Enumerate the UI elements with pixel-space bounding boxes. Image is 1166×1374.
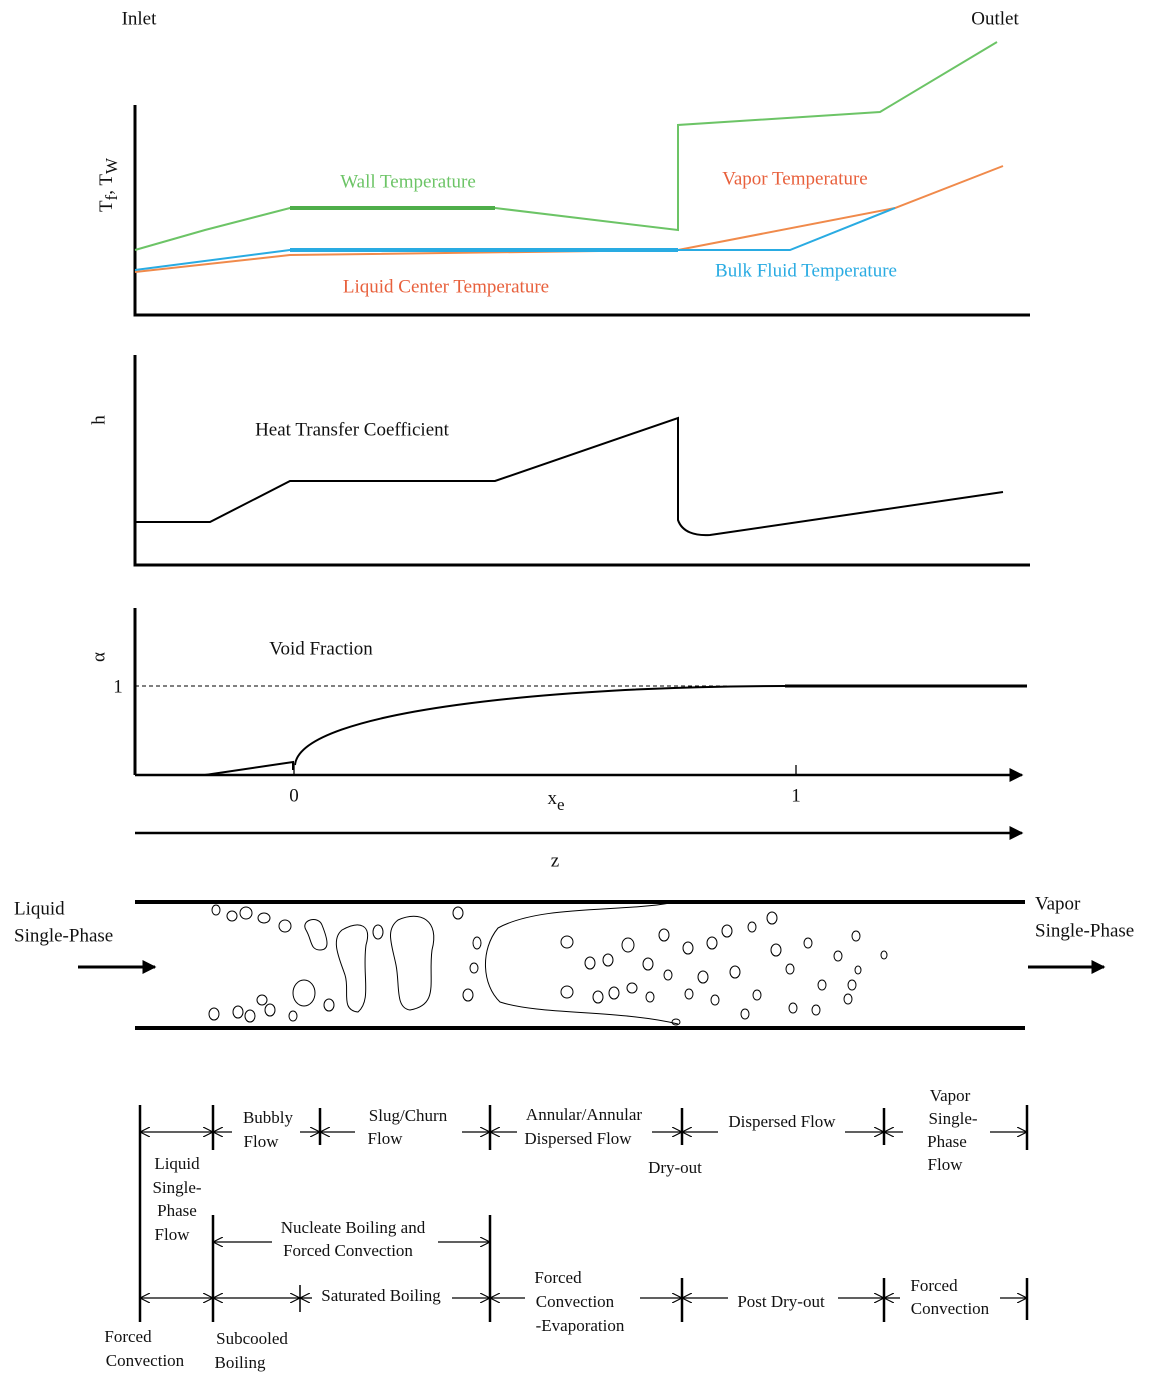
- regime-label: Forced: [534, 1268, 582, 1287]
- plot-title: Heat Transfer Coefficient: [255, 419, 450, 440]
- regime-label: Convection: [536, 1292, 615, 1311]
- inlet-label: Inlet: [122, 8, 158, 29]
- regime-label: Single-: [152, 1178, 201, 1197]
- axes: [135, 355, 1030, 565]
- regime-label: Bubbly: [243, 1108, 294, 1127]
- outlet-label: Outlet: [971, 8, 1019, 29]
- plot-title: Void Fraction: [269, 638, 373, 659]
- y-label: α: [88, 652, 109, 662]
- inlet-text: Single-Phase: [14, 925, 113, 946]
- tube: Liquid Single-Phase Vapor Single-Phase: [14, 893, 1134, 1028]
- regime-label: Annular/Annular: [526, 1105, 642, 1124]
- regime-arrows: [141, 1132, 1026, 1298]
- regime-label: Slug/Churn: [369, 1106, 448, 1125]
- void-fraction-plot: α 1 0 1 xe Void Fraction: [88, 608, 1027, 814]
- regime-label: Saturated Boiling: [321, 1286, 441, 1305]
- x-label-part: x: [547, 788, 557, 809]
- regime-label: Single-: [928, 1109, 977, 1128]
- regime-label: Nucleate Boiling and: [281, 1218, 426, 1237]
- diagram: Inlet Outlet Tf, TW Wall Temperature Vap…: [0, 0, 1166, 1374]
- regime-label: Boiling: [214, 1353, 266, 1372]
- regime-label: Dispersed Flow: [524, 1129, 632, 1148]
- void-curve: [205, 686, 785, 775]
- x-label: xe: [547, 788, 564, 814]
- regime-label: Flow: [155, 1225, 191, 1244]
- regime-label: Flow: [368, 1129, 404, 1148]
- temperature-plot: Tf, TW Wall Temperature Vapor Temperatur…: [96, 42, 1030, 315]
- x-tick-label: 1: [791, 785, 801, 806]
- regime-label: Forced: [104, 1327, 152, 1346]
- liquid-center-label: Liquid Center Temperature: [343, 276, 549, 297]
- regime-label: Phase: [157, 1201, 197, 1220]
- regime-label: Flow: [244, 1132, 280, 1151]
- regime-label: Dry-out: [648, 1158, 702, 1177]
- regime-label: Forced: [910, 1276, 958, 1295]
- inlet-text: Liquid: [14, 898, 65, 919]
- regime-label: Liquid: [154, 1154, 200, 1173]
- y-label: h: [88, 415, 109, 425]
- vapor-label: Vapor Temperature: [722, 168, 868, 189]
- regime-label: Subcooled: [216, 1329, 288, 1348]
- axes: [135, 105, 1030, 315]
- regime-label: Post Dry-out: [737, 1292, 825, 1311]
- liquid-vapor-curve: [135, 166, 1003, 272]
- z-label: z: [551, 850, 559, 871]
- wall-label: Wall Temperature: [340, 171, 476, 192]
- regime-label: Dispersed Flow: [728, 1112, 836, 1131]
- regime-label: Forced Convection: [283, 1241, 413, 1260]
- y-label-part: , T: [96, 174, 117, 195]
- regime-label: Convection: [106, 1351, 185, 1370]
- regime-label: Flow: [928, 1155, 964, 1174]
- outlet-text: Single-Phase: [1035, 920, 1134, 941]
- outlet-text: Vapor: [1035, 893, 1081, 914]
- regime-label: -Evaporation: [536, 1316, 625, 1335]
- regime-label: Convection: [911, 1299, 990, 1318]
- y-label-part: T: [96, 200, 117, 212]
- bulk-label: Bulk Fluid Temperature: [715, 260, 897, 281]
- flow-regime-labels: Liquid Single- Phase Flow Bubbly Flow Sl…: [152, 1086, 977, 1244]
- regime-label: Phase: [927, 1132, 967, 1151]
- y-label: Tf, TW: [96, 157, 121, 212]
- x-tick-label: 0: [289, 785, 299, 806]
- y-label-part: W: [102, 157, 121, 174]
- regime-label: Vapor: [930, 1086, 971, 1105]
- y-tick-label: 1: [113, 676, 123, 697]
- heat-transfer-regime-labels: Nucleate Boiling and Forced Convection S…: [104, 1218, 989, 1372]
- x-label-part: e: [557, 795, 565, 814]
- heat-transfer-plot: h Heat Transfer Coefficient: [88, 355, 1030, 565]
- bubbles: [209, 903, 887, 1025]
